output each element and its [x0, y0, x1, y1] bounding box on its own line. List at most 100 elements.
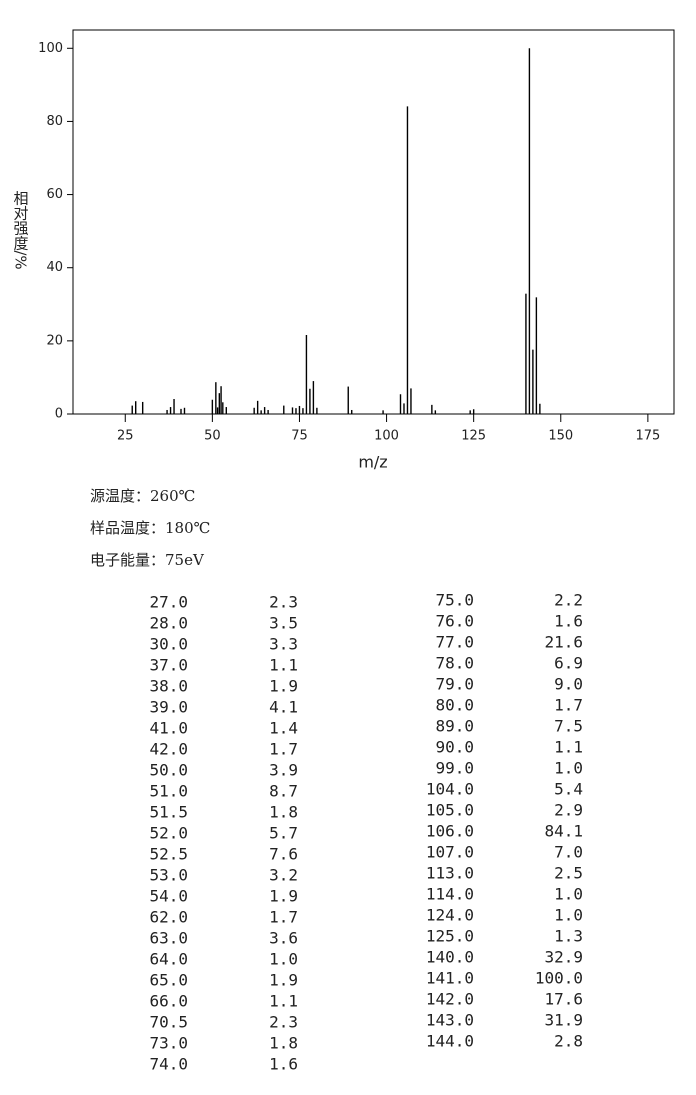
x-tick-label: 75 — [291, 429, 308, 444]
table-mz: 76.0 — [435, 612, 474, 631]
table-intensity: 8.7 — [269, 782, 298, 801]
y-tick-label: 100 — [38, 41, 63, 56]
table-intensity: 1.1 — [269, 992, 298, 1011]
table-intensity: 7.0 — [554, 843, 583, 862]
table-mz: 39.0 — [149, 698, 188, 717]
table-mz: 75.0 — [435, 591, 474, 610]
table-intensity: 1.7 — [554, 696, 583, 715]
table-intensity: 1.6 — [269, 1055, 298, 1074]
table-mz: 73.0 — [149, 1034, 188, 1053]
table-mz: 30.0 — [149, 635, 188, 654]
table-intensity: 3.3 — [269, 635, 298, 654]
table-intensity: 1.0 — [554, 885, 583, 904]
table-mz: 78.0 — [435, 654, 474, 673]
table-intensity: 4.1 — [269, 698, 298, 717]
x-tick-label: 150 — [548, 429, 573, 444]
table-intensity: 2.3 — [269, 1013, 298, 1032]
table-mz: 51.0 — [149, 782, 188, 801]
y-axis-label: 相对强度/% — [12, 190, 30, 269]
plot-frame — [72, 29, 675, 415]
table-mz: 64.0 — [149, 950, 188, 969]
table-intensity: 7.6 — [269, 845, 298, 864]
table-mz: 99.0 — [435, 759, 474, 778]
table-mz: 105.0 — [426, 801, 474, 820]
table-intensity: 1.0 — [269, 950, 298, 969]
table-intensity: 5.4 — [554, 780, 583, 799]
table-intensity: 1.7 — [269, 740, 298, 759]
table-intensity: 9.0 — [554, 675, 583, 694]
table-intensity: 2.5 — [554, 864, 583, 883]
table-intensity: 1.9 — [269, 677, 298, 696]
table-intensity: 1.9 — [269, 887, 298, 906]
table-mz: 54.0 — [149, 887, 188, 906]
table-intensity: 1.9 — [269, 971, 298, 990]
table-intensity: 3.5 — [269, 614, 298, 633]
table-intensity: 100.0 — [535, 969, 583, 988]
table-mz: 141.0 — [426, 969, 474, 988]
x-tick-label: 25 — [117, 429, 134, 444]
table-intensity: 1.1 — [269, 656, 298, 675]
table-mz: 52.0 — [149, 824, 188, 843]
table-mz: 143.0 — [426, 1011, 474, 1030]
table-mz: 79.0 — [435, 675, 474, 694]
table-intensity: 21.6 — [544, 633, 583, 652]
y-tick-label: 80 — [46, 114, 63, 129]
y-tick-label: 0 — [55, 407, 63, 422]
table-mz: 37.0 — [149, 656, 188, 675]
condition: 源温度：260℃ — [90, 487, 195, 505]
table-intensity: 1.7 — [269, 908, 298, 927]
table-intensity: 2.3 — [269, 593, 298, 612]
y-tick-label: 20 — [46, 333, 63, 348]
table-mz: 104.0 — [426, 780, 474, 799]
table-mz: 63.0 — [149, 929, 188, 948]
table-mz: 65.0 — [149, 971, 188, 990]
table-intensity: 1.4 — [269, 719, 298, 738]
table-mz: 38.0 — [149, 677, 188, 696]
table-intensity: 1.8 — [269, 1034, 298, 1053]
y-tick-label: 40 — [46, 260, 63, 275]
table-mz: 52.5 — [149, 845, 188, 864]
table-mz: 42.0 — [149, 740, 188, 759]
table-mz: 113.0 — [426, 864, 474, 883]
table-intensity: 1.0 — [554, 906, 583, 925]
table-mz: 27.0 — [149, 593, 188, 612]
condition: 样品温度：180℃ — [90, 519, 210, 537]
table-intensity: 5.7 — [269, 824, 298, 843]
x-tick-label: 50 — [204, 429, 221, 444]
x-tick-label: 100 — [374, 429, 399, 444]
table-intensity: 3.9 — [269, 761, 298, 780]
table-intensity: 2.2 — [554, 591, 583, 610]
table-mz: 142.0 — [426, 990, 474, 1009]
table-intensity: 1.0 — [554, 759, 583, 778]
table-intensity: 3.6 — [269, 929, 298, 948]
table-mz: 77.0 — [435, 633, 474, 652]
table-mz: 28.0 — [149, 614, 188, 633]
condition: 电子能量：75eV — [90, 551, 205, 569]
table-mz: 144.0 — [426, 1032, 474, 1051]
table-intensity: 31.9 — [544, 1011, 583, 1030]
x-tick-label: 175 — [635, 429, 660, 444]
table-intensity: 7.5 — [554, 717, 583, 736]
table-intensity: 1.1 — [554, 738, 583, 757]
table-intensity: 3.2 — [269, 866, 298, 885]
table-intensity: 1.3 — [554, 927, 583, 946]
table-mz: 140.0 — [426, 948, 474, 967]
x-axis-label: m/z — [358, 453, 387, 472]
table-intensity: 1.6 — [554, 612, 583, 631]
table-intensity: 84.1 — [544, 822, 583, 841]
table-mz: 124.0 — [426, 906, 474, 925]
table-mz: 51.5 — [149, 803, 188, 822]
table-intensity: 1.8 — [269, 803, 298, 822]
table-mz: 89.0 — [435, 717, 474, 736]
table-mz: 62.0 — [149, 908, 188, 927]
y-tick-label: 60 — [46, 187, 63, 202]
table-mz: 74.0 — [149, 1055, 188, 1074]
table-mz: 90.0 — [435, 738, 474, 757]
table-mz: 53.0 — [149, 866, 188, 885]
table-mz: 66.0 — [149, 992, 188, 1011]
table-mz: 50.0 — [149, 761, 188, 780]
table-mz: 125.0 — [426, 927, 474, 946]
table-intensity: 2.9 — [554, 801, 583, 820]
